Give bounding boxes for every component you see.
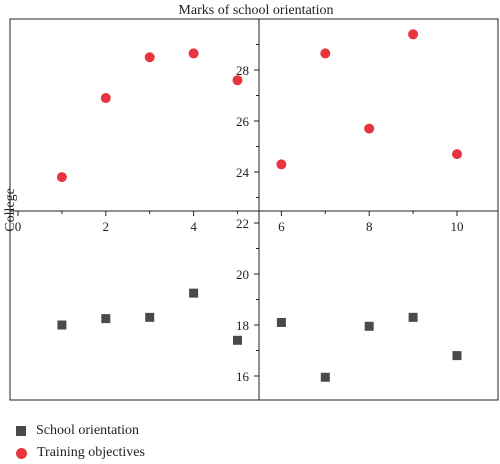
y-tick-label: 18	[236, 318, 249, 333]
plot-frame	[9, 18, 499, 401]
school-orientation-point	[408, 312, 418, 322]
y-ticks: 24 26 28 16 18 20 22	[236, 44, 259, 384]
y-tick-label: 22	[236, 216, 249, 231]
training-objectives-point	[408, 29, 419, 40]
school-orientation-point	[233, 335, 242, 345]
x-tick-label: 4	[190, 219, 197, 234]
x-ticks: 0 2 4 6 8 10	[15, 211, 464, 234]
y-tick-label: 28	[236, 63, 249, 78]
y-tick-label: 24	[236, 165, 250, 180]
training-objectives-point	[364, 123, 375, 134]
data-marks	[56, 29, 462, 382]
school-orientation-point	[320, 372, 330, 382]
legend-label: Training objectives	[37, 445, 145, 460]
x-tick-label: 0	[15, 219, 22, 234]
training-objectives-point	[276, 159, 287, 170]
training-objectives-point	[144, 52, 155, 63]
y-tick-label: 16	[236, 369, 250, 384]
legend-label: School orientation	[36, 423, 140, 438]
training-objectives-point	[232, 75, 243, 86]
legend-item-training-objectives: Training objectives	[16, 442, 145, 464]
school-orientation-point	[101, 314, 111, 324]
y-axis-label: College	[3, 188, 18, 232]
x-tick-label: 8	[366, 219, 373, 234]
x-tick-label: 2	[103, 219, 110, 234]
school-orientation-point	[276, 317, 286, 327]
chart-title: Marks of school orientation	[178, 3, 333, 18]
school-orientation-point	[189, 288, 199, 298]
training-objectives-point	[56, 172, 67, 183]
school-orientation-point	[364, 321, 374, 331]
square-marker-icon	[16, 426, 26, 436]
legend-item-school-orientation: School orientation	[16, 420, 145, 442]
school-orientation-point	[57, 320, 67, 330]
chart: Marks of school orientation 0 2 4 6 8 10 2426…	[3, 3, 499, 401]
school-orientation-point	[145, 312, 155, 322]
circle-marker-icon	[16, 447, 27, 459]
x-tick-label: 10	[451, 219, 464, 234]
school-orientation-point	[452, 351, 462, 361]
training-objectives-point	[452, 149, 462, 160]
training-objectives-point	[320, 48, 331, 59]
y-tick-label: 26	[236, 114, 250, 129]
training-objectives-point	[100, 93, 111, 104]
x-tick-label: 6	[278, 219, 285, 234]
legend: School orientation Training objectives	[16, 420, 145, 464]
y-tick-label: 20	[236, 267, 249, 282]
training-objectives-point	[188, 48, 199, 59]
